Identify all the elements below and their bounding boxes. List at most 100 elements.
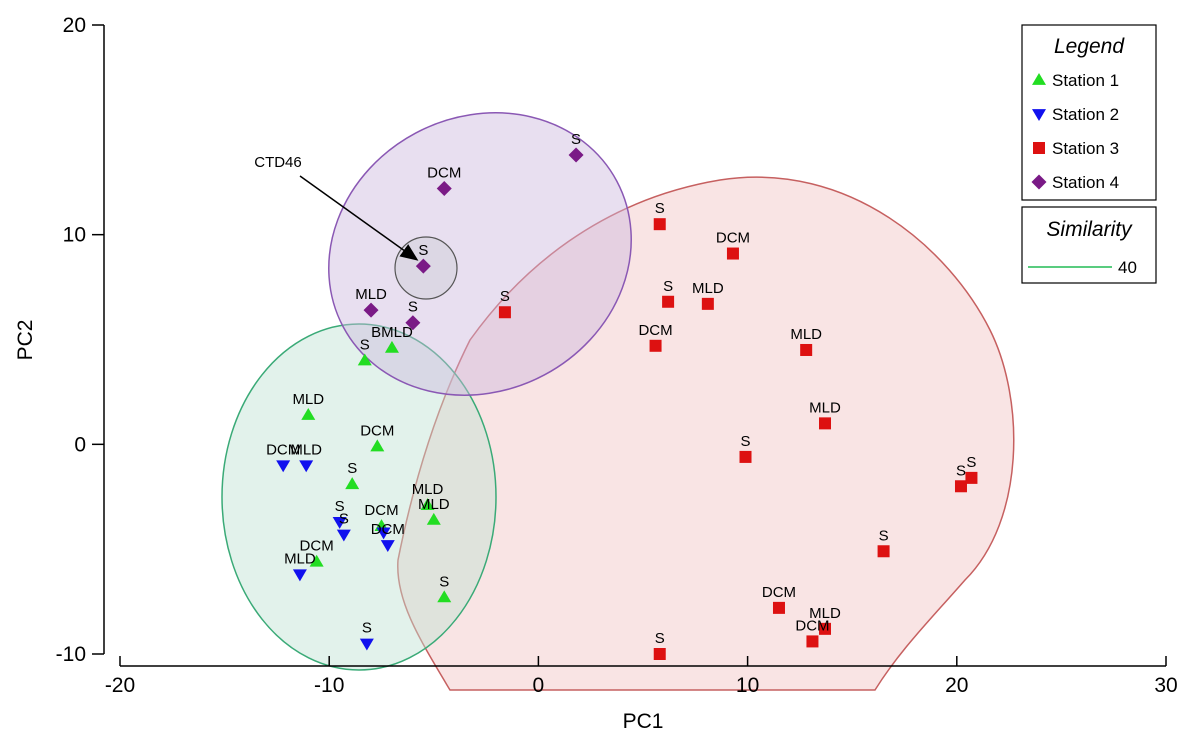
point-station2-6 [292, 569, 307, 582]
annotation-arrow [299, 175, 419, 261]
point-station3-6 [800, 343, 813, 356]
x-tick-label-4: 20 [945, 674, 968, 697]
point-label-station3-12: DCM [762, 584, 796, 601]
point-label-station4-3: MLD [355, 286, 387, 303]
point-station1-1 [384, 340, 399, 353]
point-label-station2-0: DCM [266, 441, 300, 458]
point-station1-3 [370, 439, 385, 452]
point-label-station4-4: S [408, 299, 418, 316]
y-tick-label-1: 0 [74, 433, 86, 456]
x-tick-label-2: 0 [533, 674, 545, 697]
annotation-label: CTD46 [254, 154, 302, 171]
point-label-station3-11: S [879, 527, 889, 544]
point-label-station2-5: DCM [371, 521, 405, 538]
point-station2-4 [376, 527, 391, 540]
point-label-station1-1: BMLD [371, 324, 413, 341]
point-station3-0 [653, 218, 666, 231]
similarity-legend-title: Similarity [1046, 218, 1133, 241]
point-label-station3-1: DCM [716, 230, 750, 247]
point-label-station1-3: DCM [360, 422, 394, 439]
legend-marker-0 [1032, 73, 1046, 85]
point-label-station3-2: S [663, 278, 673, 295]
point-station3-15 [653, 648, 666, 660]
point-station3-11 [877, 545, 890, 558]
point-station4-2 [415, 258, 431, 274]
point-label-station4-2: S [418, 242, 428, 259]
axes: -20 -10 0 10 20 30 -10 0 10 20 PC1 PC2 [14, 14, 1178, 733]
point-label-station3-3: MLD [692, 280, 724, 297]
point-label-station2-7: S [362, 620, 372, 637]
similarity-legend-box [1021, 206, 1157, 284]
point-station2-1 [299, 460, 314, 473]
ctd46-annotation: CTD46 [254, 154, 419, 261]
point-label-station3-15: S [655, 630, 665, 647]
point-label-station1-7: DCM [364, 502, 398, 519]
y-tick-label-0: -10 [56, 643, 86, 666]
point-label-station2-2: S [335, 498, 345, 515]
point-station3-5 [649, 339, 662, 352]
legend-box [1021, 24, 1157, 201]
point-station3-1 [726, 247, 739, 260]
x-axis-title: PC1 [623, 710, 664, 733]
point-label-station4-1: DCM [427, 165, 461, 182]
legend-label-2: Station 3 [1052, 139, 1119, 158]
cluster-region-station3 [397, 176, 1015, 691]
y-axis-title: PC2 [14, 320, 37, 361]
point-station1-2 [301, 407, 316, 420]
point-station2-3 [336, 529, 351, 542]
point-label-station3-13: MLD [809, 605, 841, 622]
point-station4-1 [436, 181, 452, 197]
legend-marker-2 [1033, 142, 1045, 154]
point-label-station1-0: S [360, 336, 370, 353]
legend-label-3: Station 4 [1052, 173, 1119, 192]
point-station3-8 [739, 450, 752, 463]
x-tick-label-5: 30 [1154, 674, 1177, 697]
point-station1-9 [437, 590, 452, 603]
point-label-station3-4: S [500, 288, 510, 305]
point-label-station3-8: S [741, 433, 751, 450]
point-label-station2-3: S [339, 510, 349, 527]
point-station4-4 [405, 315, 421, 331]
point-station4-3 [363, 302, 379, 318]
point-station2-2 [332, 517, 347, 529]
point-station3-13 [819, 622, 832, 635]
point-label-station3-7: MLD [809, 399, 841, 416]
point-station3-10 [965, 471, 978, 484]
cluster-region-station1-2 [221, 323, 497, 671]
point-station3-12 [772, 601, 785, 614]
point-station1-6 [426, 512, 441, 525]
point-label-station3-0: S [655, 200, 665, 217]
point-station3-3 [701, 297, 714, 310]
point-label-station1-9: S [439, 573, 449, 590]
cluster-region-station4 [328, 112, 632, 396]
point-station2-7 [359, 638, 374, 651]
point-station3-4 [498, 306, 511, 319]
y-tick-label-3: 20 [63, 14, 86, 37]
point-station1-0 [357, 353, 372, 366]
point-station2-5 [380, 540, 395, 552]
point-station3-14 [806, 635, 819, 648]
legend-label-1: Station 2 [1052, 105, 1119, 124]
x-tick-label-1: -10 [314, 674, 344, 697]
point-label-station3-14: DCM [795, 617, 829, 634]
data-points: SBMLDMLDDCMSMLDMLDDCMDCMSDCMMLDSSDCMMLDS… [266, 131, 978, 660]
point-station3-9 [954, 480, 967, 493]
point-label-station1-2: MLD [292, 391, 324, 408]
point-station3-2 [662, 295, 675, 308]
point-label-station1-8: DCM [300, 538, 334, 555]
x-tick-label-0: -20 [105, 674, 135, 697]
point-station4-0 [568, 147, 584, 163]
legend-title: Legend [1054, 35, 1125, 58]
point-label-station4-0: S [571, 131, 581, 148]
point-station2-0 [276, 460, 291, 473]
similarity-legend-value: 40 [1118, 258, 1137, 277]
point-label-station1-6: MLD [418, 496, 450, 513]
point-label-station3-10: S [966, 454, 976, 471]
legend-marker-3 [1031, 174, 1047, 190]
legend-marker-1 [1032, 109, 1046, 121]
point-label-station3-9: S [956, 462, 966, 479]
point-label-station3-5: DCM [638, 322, 672, 339]
point-station1-8 [309, 554, 324, 567]
legend: Legend Station 1 Station 2 Station 3 Statio… [1021, 24, 1157, 284]
